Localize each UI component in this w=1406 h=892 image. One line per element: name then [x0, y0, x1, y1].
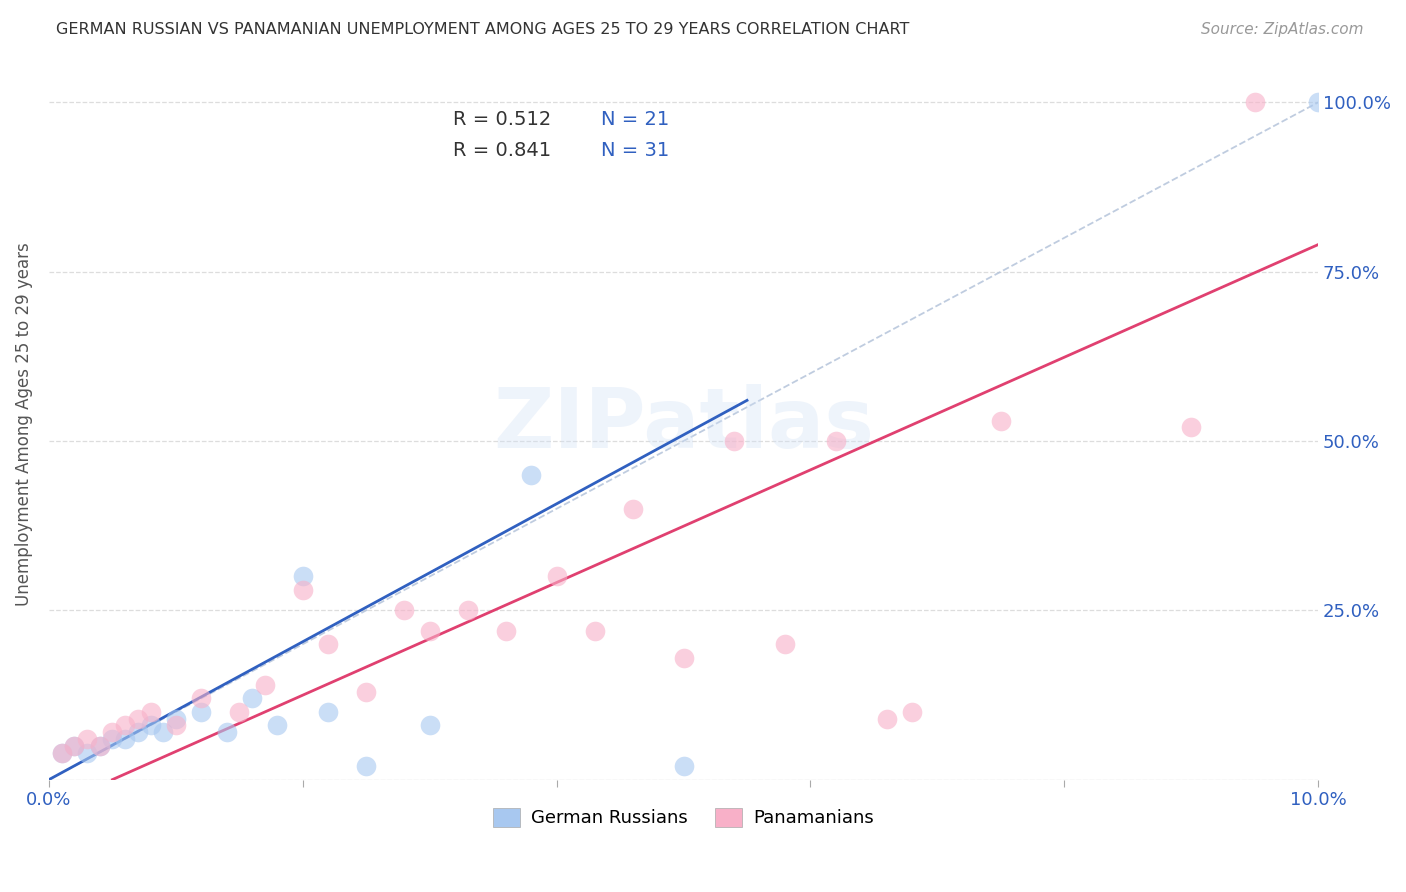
Point — [672, 759, 695, 773]
Point — [127, 725, 149, 739]
Point — [394, 603, 416, 617]
Point — [723, 434, 745, 448]
Point — [316, 705, 339, 719]
Text: Source: ZipAtlas.com: Source: ZipAtlas.com — [1201, 22, 1364, 37]
Text: R = 0.841: R = 0.841 — [453, 141, 551, 160]
Point — [63, 739, 86, 753]
Point — [356, 684, 378, 698]
Point — [165, 712, 187, 726]
Point — [190, 705, 212, 719]
Point — [520, 467, 543, 482]
Point — [266, 718, 288, 732]
Point — [76, 731, 98, 746]
Point — [253, 678, 276, 692]
Point — [89, 739, 111, 753]
Text: N = 31: N = 31 — [600, 141, 669, 160]
Point — [824, 434, 846, 448]
Point — [127, 712, 149, 726]
Point — [89, 739, 111, 753]
Point — [457, 603, 479, 617]
Y-axis label: Unemployment Among Ages 25 to 29 years: Unemployment Among Ages 25 to 29 years — [15, 243, 32, 606]
Point — [165, 718, 187, 732]
Point — [101, 725, 124, 739]
Point — [215, 725, 238, 739]
Point — [419, 718, 441, 732]
Point — [990, 414, 1012, 428]
Point — [583, 624, 606, 638]
Point — [139, 705, 162, 719]
Point — [1308, 95, 1330, 110]
Point — [1243, 95, 1265, 110]
Point — [51, 746, 73, 760]
Point — [356, 759, 378, 773]
Point — [152, 725, 174, 739]
Point — [1180, 420, 1202, 434]
Point — [901, 705, 924, 719]
Point — [876, 712, 898, 726]
Point — [240, 691, 263, 706]
Text: ZIPatlas: ZIPatlas — [494, 384, 875, 465]
Point — [190, 691, 212, 706]
Point — [139, 718, 162, 732]
Point — [76, 746, 98, 760]
Legend: German Russians, Panamanians: German Russians, Panamanians — [486, 801, 882, 835]
Point — [546, 569, 568, 583]
Point — [316, 637, 339, 651]
Point — [63, 739, 86, 753]
Point — [419, 624, 441, 638]
Point — [51, 746, 73, 760]
Point — [101, 731, 124, 746]
Point — [114, 718, 136, 732]
Point — [114, 731, 136, 746]
Point — [621, 501, 644, 516]
Point — [291, 582, 314, 597]
Point — [773, 637, 796, 651]
Point — [228, 705, 250, 719]
Point — [495, 624, 517, 638]
Point — [672, 650, 695, 665]
Text: GERMAN RUSSIAN VS PANAMANIAN UNEMPLOYMENT AMONG AGES 25 TO 29 YEARS CORRELATION : GERMAN RUSSIAN VS PANAMANIAN UNEMPLOYMEN… — [56, 22, 910, 37]
Text: N = 21: N = 21 — [600, 111, 669, 129]
Text: R = 0.512: R = 0.512 — [453, 111, 551, 129]
Point — [291, 569, 314, 583]
